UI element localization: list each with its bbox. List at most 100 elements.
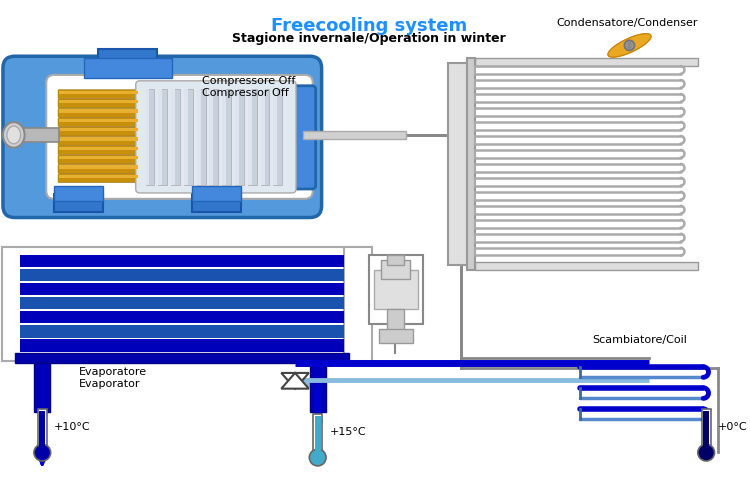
Bar: [261, 89, 269, 185]
FancyBboxPatch shape: [58, 118, 139, 126]
Bar: [192, 194, 241, 212]
Bar: [98, 49, 158, 71]
Ellipse shape: [7, 126, 21, 144]
Bar: [209, 89, 214, 185]
Bar: [467, 58, 475, 269]
Bar: [222, 89, 231, 185]
Text: +10°C: +10°C: [54, 422, 91, 432]
Bar: [59, 165, 138, 169]
Ellipse shape: [627, 43, 632, 48]
Bar: [59, 110, 138, 113]
Bar: [59, 119, 138, 122]
Polygon shape: [608, 34, 651, 57]
Bar: [196, 89, 206, 185]
Text: +15°C: +15°C: [329, 427, 366, 437]
Bar: [39, 411, 45, 447]
Bar: [158, 89, 167, 185]
Bar: [248, 89, 252, 185]
Bar: [54, 194, 104, 212]
Bar: [303, 131, 406, 139]
Bar: [196, 89, 201, 185]
Bar: [5, 128, 59, 142]
Bar: [209, 89, 218, 185]
Text: +0°C: +0°C: [718, 422, 748, 432]
Bar: [315, 416, 321, 452]
Ellipse shape: [3, 122, 25, 148]
Text: Compressore Off: Compressore Off: [202, 76, 295, 86]
Bar: [314, 414, 322, 452]
Bar: [274, 89, 282, 185]
Bar: [235, 89, 239, 185]
Bar: [386, 255, 404, 265]
Bar: [59, 147, 138, 150]
Bar: [20, 283, 344, 295]
Bar: [261, 89, 265, 185]
Bar: [20, 269, 344, 281]
FancyBboxPatch shape: [58, 174, 139, 183]
Bar: [475, 58, 698, 66]
Bar: [20, 297, 344, 309]
Bar: [15, 353, 350, 363]
Polygon shape: [281, 373, 309, 388]
Bar: [2, 247, 362, 361]
Bar: [448, 63, 467, 265]
Bar: [38, 409, 46, 447]
Bar: [475, 262, 698, 269]
Bar: [248, 89, 256, 185]
Ellipse shape: [34, 444, 51, 461]
Text: Condensatore/Condenser: Condensatore/Condenser: [556, 18, 698, 28]
Ellipse shape: [625, 40, 634, 50]
Text: Scambiatore/Coil: Scambiatore/Coil: [592, 335, 687, 345]
Text: Evaporatore: Evaporatore: [79, 367, 147, 377]
Bar: [59, 175, 138, 178]
Bar: [34, 363, 50, 412]
Bar: [59, 128, 138, 131]
Text: Compressor Off: Compressor Off: [202, 88, 288, 98]
FancyBboxPatch shape: [3, 56, 322, 218]
FancyBboxPatch shape: [58, 146, 139, 154]
FancyBboxPatch shape: [58, 127, 139, 136]
Bar: [59, 137, 138, 141]
FancyBboxPatch shape: [46, 75, 313, 199]
Bar: [184, 89, 193, 185]
Bar: [386, 309, 404, 339]
Bar: [374, 269, 418, 309]
Ellipse shape: [698, 444, 715, 461]
Bar: [192, 186, 241, 201]
Bar: [83, 58, 172, 78]
Bar: [171, 89, 180, 185]
Bar: [379, 329, 413, 344]
Bar: [20, 339, 344, 352]
FancyBboxPatch shape: [274, 86, 316, 189]
Bar: [274, 89, 278, 185]
Bar: [146, 89, 149, 185]
FancyBboxPatch shape: [58, 99, 139, 108]
Bar: [184, 89, 188, 185]
Bar: [20, 325, 344, 338]
Bar: [20, 255, 344, 267]
Text: Stagione invernale/Operation in winter: Stagione invernale/Operation in winter: [232, 32, 506, 45]
Bar: [171, 89, 175, 185]
FancyBboxPatch shape: [58, 90, 139, 99]
Bar: [222, 89, 226, 185]
Text: Freecooling system: Freecooling system: [271, 17, 467, 35]
Bar: [344, 247, 372, 361]
Bar: [54, 186, 104, 201]
Polygon shape: [608, 34, 651, 57]
Bar: [702, 409, 710, 447]
Bar: [146, 89, 154, 185]
FancyBboxPatch shape: [58, 136, 139, 145]
Bar: [310, 363, 326, 412]
Bar: [20, 311, 344, 324]
FancyBboxPatch shape: [58, 164, 139, 173]
Bar: [59, 156, 138, 159]
FancyBboxPatch shape: [58, 109, 139, 117]
Bar: [235, 89, 244, 185]
FancyBboxPatch shape: [58, 155, 139, 164]
Text: Evaporator: Evaporator: [79, 379, 140, 389]
Bar: [704, 411, 710, 447]
Polygon shape: [281, 373, 309, 388]
Bar: [59, 91, 138, 94]
Ellipse shape: [309, 449, 326, 466]
Bar: [381, 260, 410, 279]
